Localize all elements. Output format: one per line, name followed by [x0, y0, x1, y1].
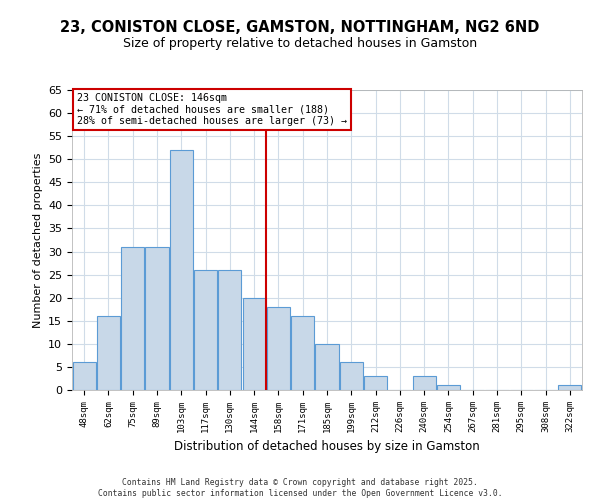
X-axis label: Distribution of detached houses by size in Gamston: Distribution of detached houses by size … [174, 440, 480, 454]
Text: 23, CONISTON CLOSE, GAMSTON, NOTTINGHAM, NG2 6ND: 23, CONISTON CLOSE, GAMSTON, NOTTINGHAM,… [61, 20, 539, 35]
Bar [73, 362, 95, 390]
Bar [194, 270, 217, 390]
Bar [364, 376, 387, 390]
Text: 23 CONISTON CLOSE: 146sqm
← 71% of detached houses are smaller (188)
28% of semi: 23 CONISTON CLOSE: 146sqm ← 71% of detac… [77, 93, 347, 126]
Bar [437, 386, 460, 390]
Bar [340, 362, 363, 390]
Text: Contains HM Land Registry data © Crown copyright and database right 2025.
Contai: Contains HM Land Registry data © Crown c… [98, 478, 502, 498]
Bar [413, 376, 436, 390]
Bar [291, 316, 314, 390]
Bar [170, 150, 193, 390]
Bar [145, 247, 169, 390]
Bar [267, 307, 290, 390]
Bar [242, 298, 266, 390]
Bar [97, 316, 120, 390]
Bar [559, 386, 581, 390]
Bar [218, 270, 241, 390]
Bar [316, 344, 338, 390]
Text: Size of property relative to detached houses in Gamston: Size of property relative to detached ho… [123, 38, 477, 51]
Y-axis label: Number of detached properties: Number of detached properties [32, 152, 43, 328]
Bar [121, 247, 144, 390]
